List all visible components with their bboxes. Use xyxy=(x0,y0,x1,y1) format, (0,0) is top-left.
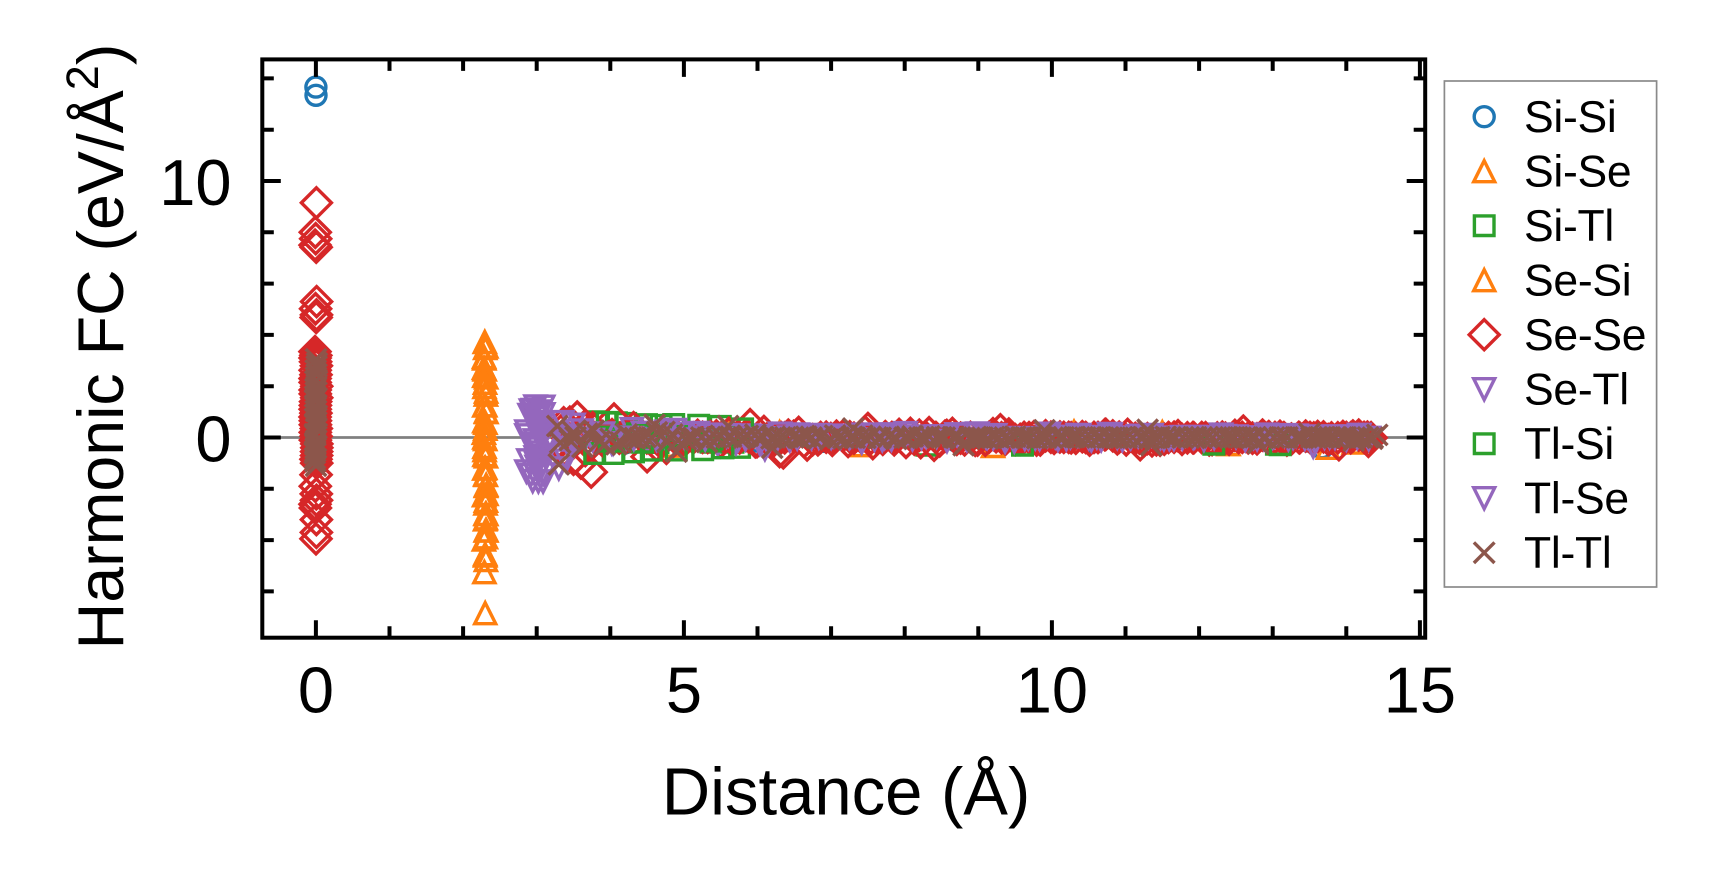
svg-text:Si-Si: Si-Si xyxy=(1524,93,1616,142)
svg-text:Harmonic FC (eV/Å2): Harmonic FC (eV/Å2) xyxy=(57,44,137,650)
svg-text:Tl-Se: Tl-Se xyxy=(1524,475,1629,524)
svg-text:Se-Si: Se-Si xyxy=(1524,257,1631,306)
svg-text:Se-Tl: Se-Tl xyxy=(1524,366,1629,415)
svg-text:Si-Tl: Si-Tl xyxy=(1524,202,1614,251)
svg-text:10: 10 xyxy=(159,146,231,219)
svg-text:0: 0 xyxy=(298,654,334,727)
svg-text:Se-Se: Se-Se xyxy=(1524,311,1646,360)
svg-text:Tl-Tl: Tl-Tl xyxy=(1524,529,1611,578)
svg-text:5: 5 xyxy=(666,654,702,727)
svg-text:0: 0 xyxy=(195,403,231,476)
svg-text:Distance (Å): Distance (Å) xyxy=(662,755,1031,830)
svg-text:Si-Se: Si-Se xyxy=(1524,148,1631,197)
svg-text:10: 10 xyxy=(1016,654,1088,727)
svg-text:15: 15 xyxy=(1384,654,1456,727)
svg-text:Tl-Si: Tl-Si xyxy=(1524,420,1614,469)
